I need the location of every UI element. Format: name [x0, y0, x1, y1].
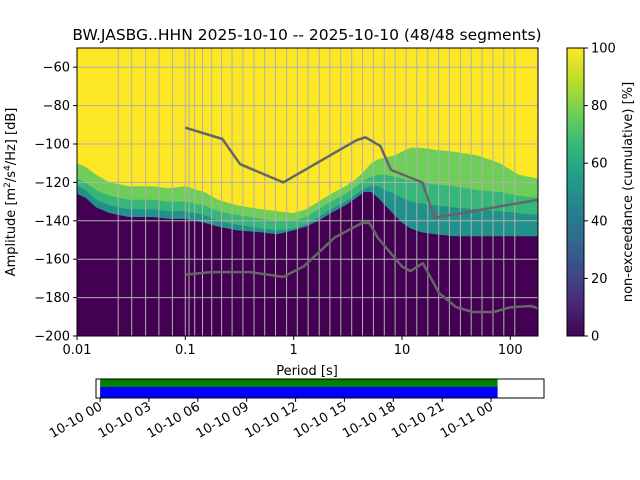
timeline-tick-label-7: 10-10 21: [389, 399, 447, 441]
y-axis-label-mid1: /s: [4, 171, 19, 182]
colorbar-ticks: 0 20 40 60 80 100: [584, 42, 616, 345]
timeline-tick-label-0: 10-10 00: [47, 399, 105, 441]
x-tick-label-1: 0.1: [175, 343, 196, 358]
y-axis-label: Amplitude [m2/s4/Hz] [dB]: [3, 108, 19, 277]
y-axis-label-tail: /Hz] [dB]: [4, 108, 19, 166]
timeline-tick-label-2: 10-10 06: [145, 399, 203, 441]
x-tick-label-4: 100: [498, 343, 523, 358]
colorbar-tick-label-4: 80: [591, 99, 608, 114]
y-tick-label-4: −140: [34, 214, 70, 229]
timeline-tick-label-8: 10-11 00: [438, 399, 496, 441]
y-tick-label-5: −160: [34, 253, 70, 268]
y-tick-label-2: −100: [34, 138, 70, 153]
colorbar-tick-label-2: 40: [591, 214, 608, 229]
noise-models: [184, 126, 538, 314]
y-axis-ticks: −60 −80 −100 −120 −140 −160 −180 −200: [34, 61, 77, 345]
nhnm-line: [184, 126, 538, 220]
grid-lines: [77, 48, 538, 336]
colorbar-tick-label-1: 20: [591, 272, 608, 287]
y-axis-label-sup2: 4: [3, 165, 13, 171]
y-axis-label-sup1: 2: [3, 182, 13, 188]
timeline-tick-label-3: 10-10 09: [194, 399, 252, 441]
y-tick-label-7: −200: [34, 330, 70, 345]
chart-title: BW.JASBG..HHN 2025-10-10 -- 2025-10-10 (…: [72, 26, 541, 44]
density-layers: [77, 48, 538, 336]
ppsd-plot-area: 0.01 0.1 1 10 100 −60 −80 −100 −120 −140 −160 −180…: [3, 47, 539, 379]
y-tick-label-0: −60: [43, 61, 70, 76]
y-axis-label-main: Amplitude [m: [4, 188, 19, 277]
colorbar-tick-label-3: 60: [591, 157, 608, 172]
plot-frame: [76, 47, 539, 337]
nlnm-line: [185, 221, 538, 314]
timeline-tick-label-1: 10-10 03: [96, 399, 154, 441]
colorbar-gradient: [566, 47, 585, 337]
y-tick-label-1: −80: [43, 99, 70, 114]
x-tick-label-0: 0.01: [63, 343, 92, 358]
colorbar-label: non-exceedance (cumulative) [%]: [621, 82, 636, 302]
timeline-tick-label-4: 10-10 12: [242, 399, 300, 441]
x-tick-label-2: 1: [290, 343, 298, 358]
colorbar-tick-label-5: 100: [591, 42, 616, 57]
x-tick-label-3: 10: [394, 343, 411, 358]
timeline-bar-blue: [100, 387, 498, 398]
y-tick-label-6: −180: [34, 291, 70, 306]
timeline-tick-label-5: 10-10 15: [291, 399, 349, 441]
y-tick-label-3: −120: [34, 176, 70, 191]
timeline-frame: [95, 378, 545, 399]
colorbar-tick-label-0: 0: [591, 330, 599, 345]
x-axis-label: Period [s]: [276, 364, 338, 379]
colorbar: 0 20 40 60 80 100 non-exceedance (cumulative)…: [566, 42, 636, 345]
timeline-tick-label-6: 10-10 18: [340, 399, 398, 441]
timeline-bar-green: [100, 379, 498, 387]
x-axis-ticks: 0.01 0.1 1 10 100: [63, 336, 523, 358]
